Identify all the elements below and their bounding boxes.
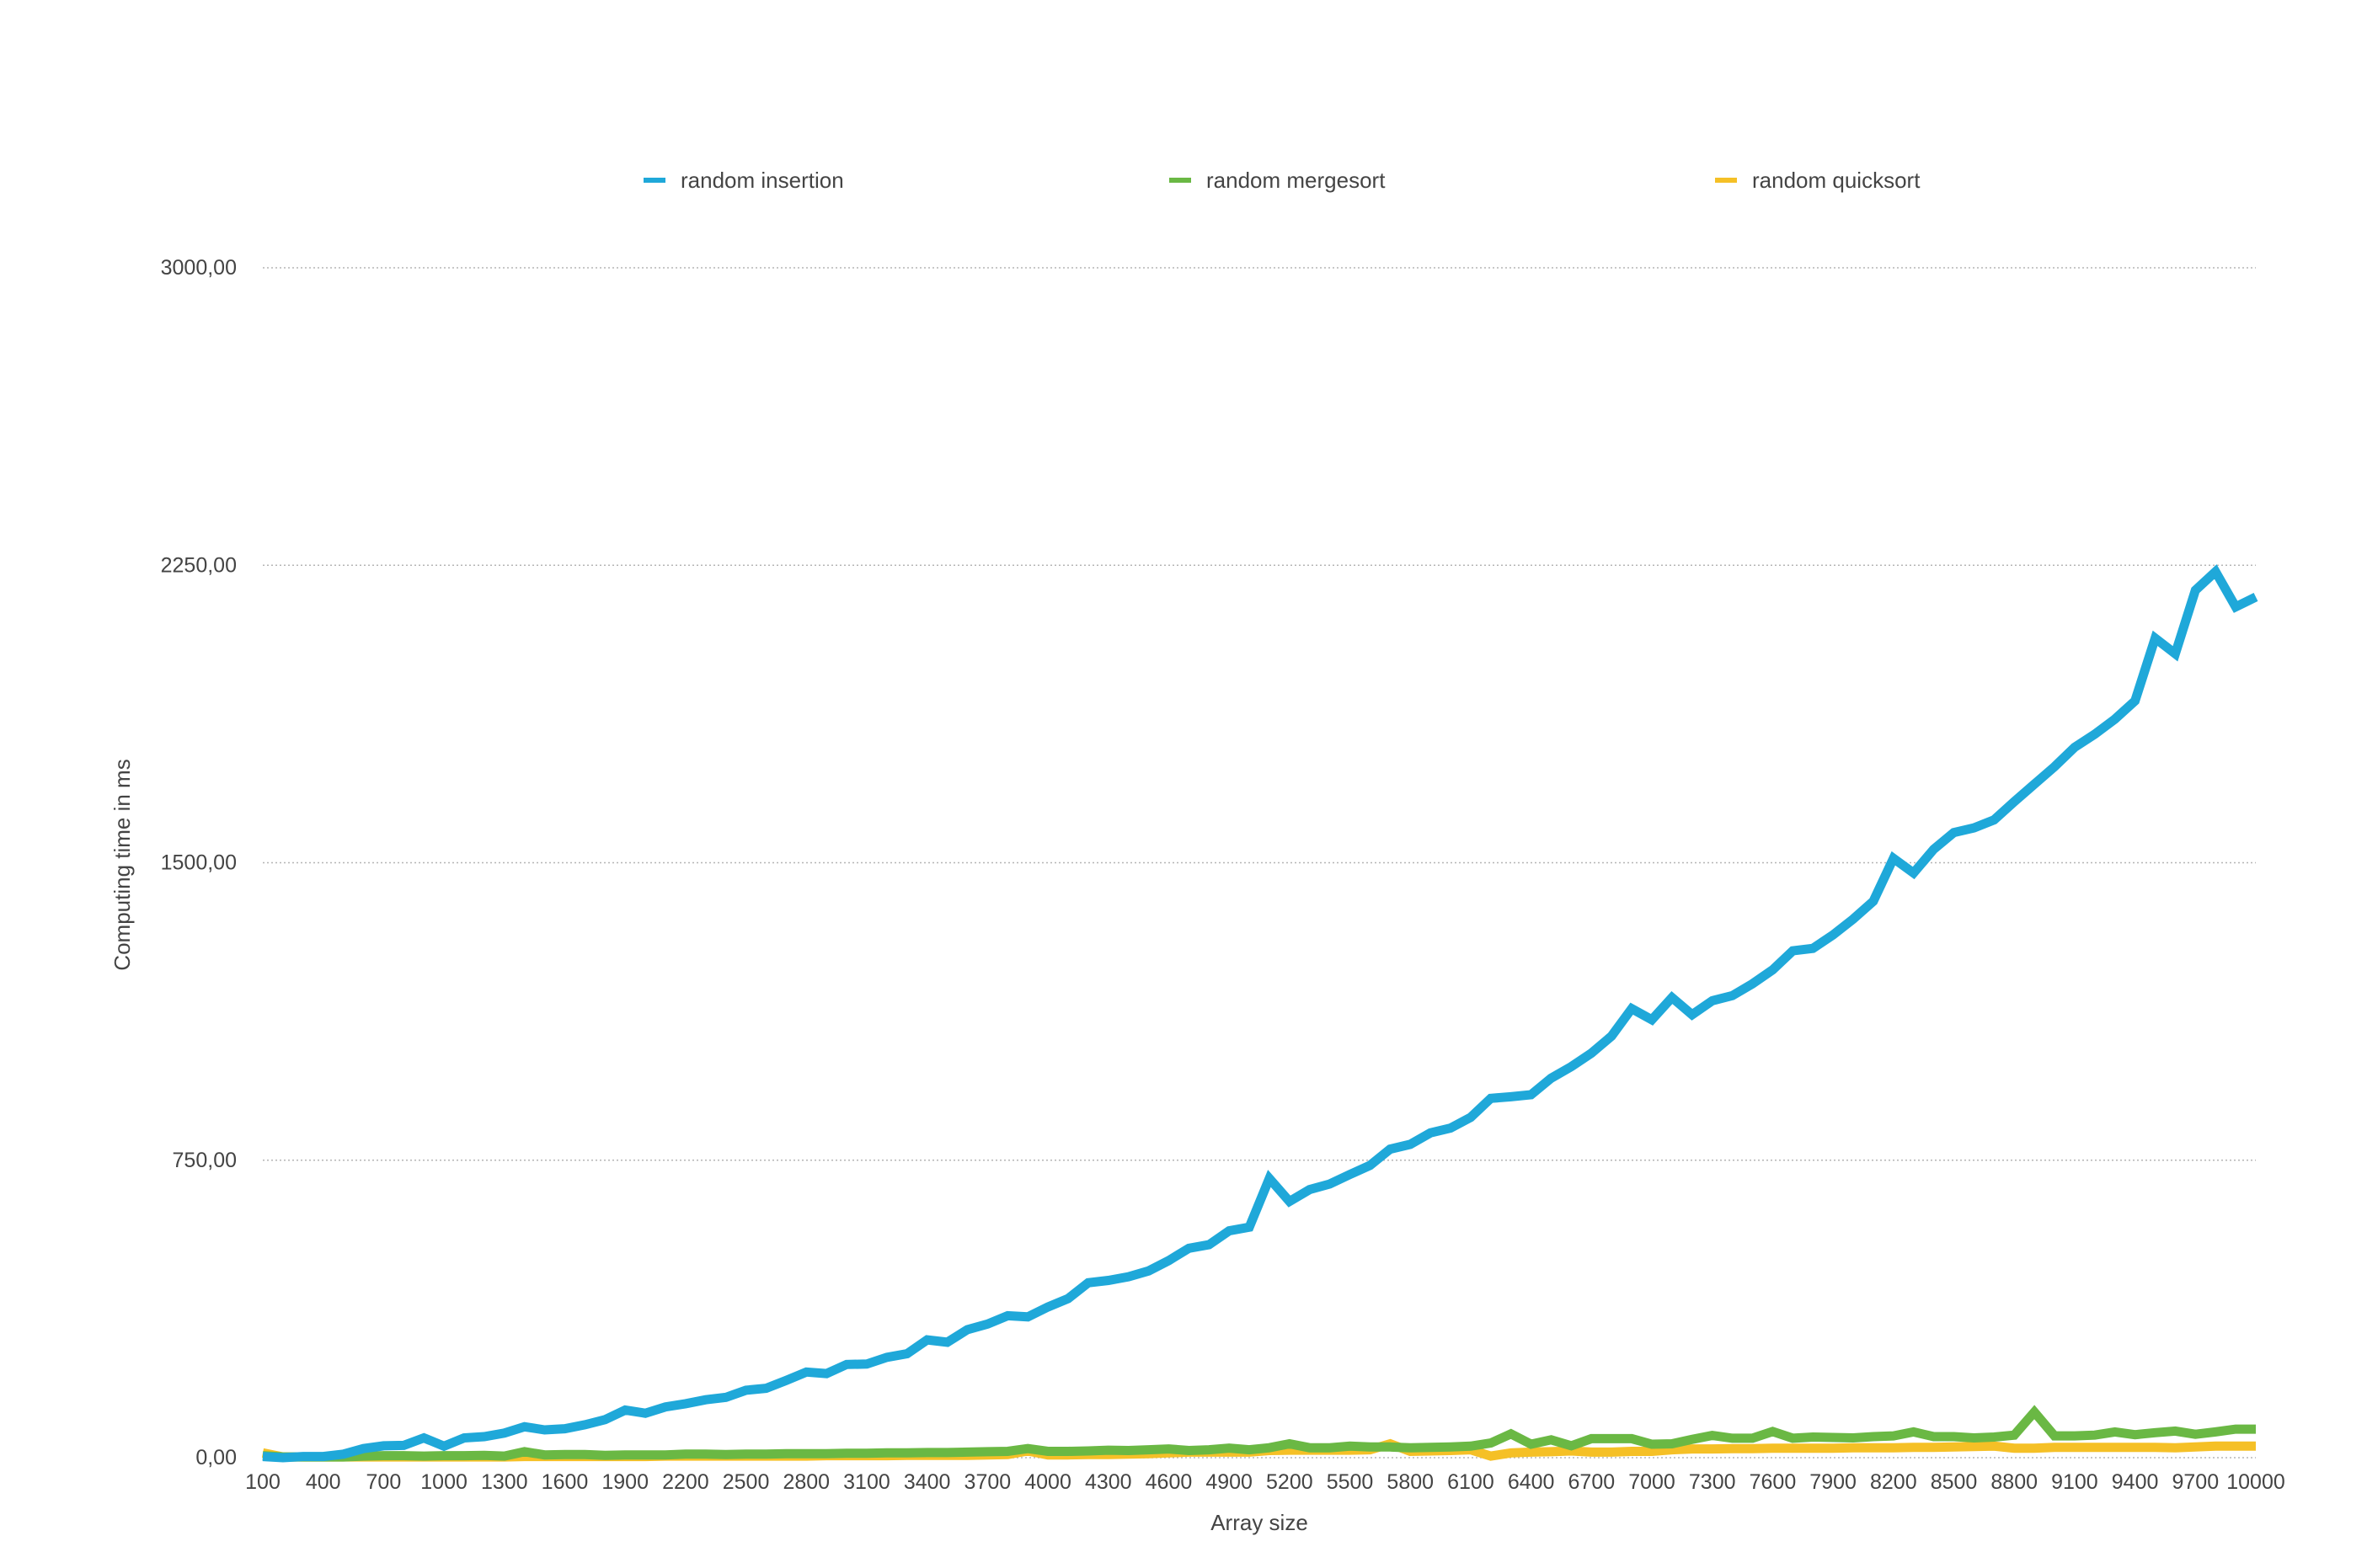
x-tick-label: 4000 [1024, 1470, 1071, 1494]
x-tick-label: 10000 [2226, 1470, 2285, 1494]
x-tick-label: 9100 [2051, 1470, 2098, 1494]
legend-item: random mergesort [1169, 168, 1386, 193]
x-axis-title: Array size [1210, 1510, 1308, 1535]
x-tick-label: 4900 [1205, 1470, 1253, 1494]
x-tick-label: 5800 [1387, 1470, 1434, 1494]
legend-label: random mergesort [1206, 168, 1386, 193]
gridlines [263, 267, 2256, 1459]
x-tick-label: 7000 [1628, 1470, 1675, 1494]
x-tick-label: 2200 [662, 1470, 709, 1494]
series-lines [261, 564, 2258, 1463]
y-tick-label: 0,00 [195, 1446, 237, 1469]
legend-label: random quicksort [1752, 168, 1921, 193]
y-tick-label: 750,00 [173, 1149, 237, 1172]
x-tick-label: 4600 [1146, 1470, 1193, 1494]
x-tick-label: 8800 [1990, 1470, 2038, 1494]
y-tick-label: 2250,00 [161, 553, 237, 577]
x-tick-label: 5500 [1327, 1470, 1374, 1494]
x-tick-label: 8200 [1870, 1470, 1917, 1494]
x-tick-label: 3700 [964, 1470, 1012, 1494]
x-axis-ticks: 100 400 700 1000 1300 1600 1900 2200 2500 2800 310… [245, 1470, 2285, 1494]
legend-label: random insertion [681, 168, 844, 193]
x-tick-label: 700 [366, 1470, 402, 1494]
x-tick-label: 4300 [1085, 1470, 1132, 1494]
x-tick-label: 7600 [1750, 1470, 1797, 1494]
x-tick-label: 6100 [1447, 1470, 1494, 1494]
x-tick-label: 1600 [542, 1470, 589, 1494]
x-tick-label: 3400 [904, 1470, 951, 1494]
x-tick-label: 8500 [1931, 1470, 1978, 1494]
x-tick-label: 2500 [723, 1470, 770, 1494]
x-tick-label: 7300 [1689, 1470, 1736, 1494]
x-tick-label: 6700 [1568, 1470, 1616, 1494]
x-tick-label: 9400 [2112, 1470, 2159, 1494]
x-tick-label: 3100 [843, 1470, 890, 1494]
series-line-random-insertion [262, 564, 2258, 1463]
x-tick-label: 100 [245, 1470, 281, 1494]
x-tick-label: 400 [306, 1470, 341, 1494]
legend-item: random quicksort [1715, 168, 1921, 193]
x-tick-label: 6400 [1508, 1470, 1555, 1494]
x-tick-label: 1900 [601, 1470, 649, 1494]
legend-item: random insertion [644, 168, 844, 193]
x-tick-label: 7900 [1809, 1470, 1857, 1494]
x-tick-label: 5200 [1266, 1470, 1313, 1494]
legend: random insertion random mergesort random q… [644, 168, 1921, 193]
series-line-random-mergesort [262, 1405, 2256, 1462]
y-axis-ticks: 0,00 750,00 1500,00 2250,00 3000,00 [161, 256, 237, 1469]
x-tick-label: 2800 [783, 1470, 830, 1494]
y-tick-label: 1500,00 [161, 851, 237, 875]
x-tick-label: 9700 [2172, 1470, 2219, 1494]
x-tick-label: 1300 [481, 1470, 528, 1494]
y-tick-label: 3000,00 [161, 256, 237, 280]
x-tick-label: 1000 [420, 1470, 468, 1494]
y-axis-title: Computing time in ms [110, 759, 135, 970]
